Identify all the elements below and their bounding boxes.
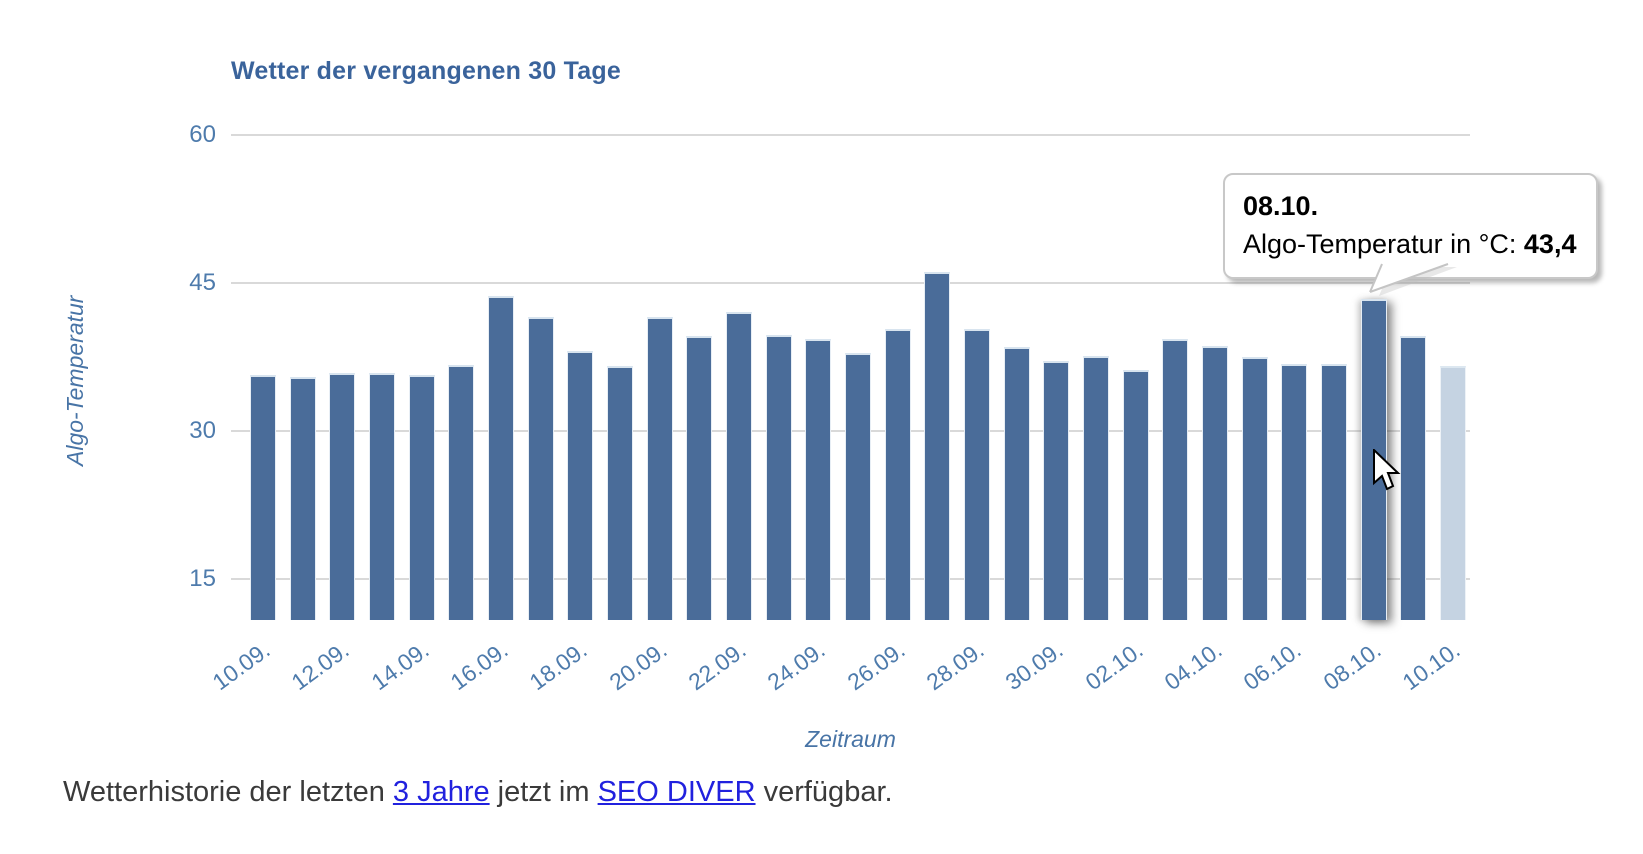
- x-tick-22.09.: 22.09.: [683, 636, 751, 696]
- bar-24.09.[interactable]: [805, 339, 832, 620]
- bar-29.09.[interactable]: [1003, 346, 1030, 620]
- x-axis-tick-labels: 10.09. 12.09. 14.09. 16.09. 18.09. 20.09. 22.0…: [208, 620, 1470, 710]
- link-seo-diver[interactable]: SEO DIVER: [597, 776, 756, 808]
- bar-03.10.[interactable]: [1162, 339, 1189, 620]
- tooltip-callout-arrow-icon: [1369, 263, 1457, 296]
- gridline-60: [231, 134, 1470, 136]
- x-tick-20.09.: 20.09.: [604, 636, 672, 696]
- bar-20.09.[interactable]: [646, 317, 673, 620]
- bar-18.09.[interactable]: [567, 350, 594, 620]
- x-tick-14.09.: 14.09.: [366, 636, 434, 696]
- bar-01.10.[interactable]: [1083, 355, 1110, 620]
- chart-plot-area: [231, 134, 1470, 620]
- x-tick-28.09.: 28.09.: [921, 636, 989, 696]
- bar-25.09.[interactable]: [845, 352, 872, 620]
- x-axis-title: Zeitraum: [805, 726, 896, 752]
- y-tick-30: 30: [189, 416, 216, 444]
- bar-12.09.[interactable]: [329, 372, 356, 620]
- bar-07.10.[interactable]: [1321, 363, 1348, 620]
- y-tick-15: 15: [189, 564, 216, 592]
- x-tick-16.09.: 16.09.: [445, 636, 513, 696]
- bar-11.09.[interactable]: [289, 376, 316, 620]
- y-tick-45: 45: [189, 268, 216, 296]
- bar-06.10.[interactable]: [1281, 363, 1308, 620]
- bar-30.09.[interactable]: [1043, 360, 1070, 620]
- x-tick-30.09.: 30.09.: [1001, 636, 1069, 696]
- footer-note: Wetterhistorie der letzten 3 Jahre jetzt…: [63, 776, 893, 809]
- x-tick-06.10.: 06.10.: [1239, 636, 1307, 696]
- mouse-cursor-icon: [1373, 449, 1401, 491]
- bar-02.10.[interactable]: [1122, 369, 1149, 620]
- tooltip-body: Algo-Temperatur in °C: 43,4: [1243, 225, 1576, 263]
- bar-05.10.[interactable]: [1241, 356, 1268, 620]
- footer-text-after: verfügbar.: [755, 776, 893, 808]
- bar-13.09.[interactable]: [369, 372, 395, 620]
- x-tick-10.09.: 10.09.: [207, 636, 275, 696]
- bar-26.09.[interactable]: [884, 329, 911, 620]
- tooltip-value: 43,4: [1523, 229, 1577, 259]
- x-tick-10.10.: 10.10.: [1397, 636, 1465, 696]
- bar-10.09.[interactable]: [250, 374, 276, 620]
- footer-text-before: Wetterhistorie der letzten: [63, 776, 393, 808]
- bar-27.09.[interactable]: [924, 272, 951, 620]
- gridline-45: [231, 281, 1470, 284]
- bar-21.09.[interactable]: [686, 336, 713, 620]
- y-tick-60: 60: [189, 121, 216, 148]
- bar-22.09.[interactable]: [726, 312, 753, 620]
- tooltip-date: 08.10.: [1243, 191, 1319, 221]
- x-tick-04.10.: 04.10.: [1159, 636, 1227, 696]
- x-tick-18.09.: 18.09.: [524, 636, 593, 696]
- x-tick-08.10.: 08.10.: [1318, 636, 1386, 696]
- bar-09.10.[interactable]: [1400, 336, 1427, 620]
- bar-17.09.[interactable]: [527, 317, 554, 620]
- chart-title: Wetter der vergangenen 30 Tage: [231, 57, 621, 85]
- bar-14.09.[interactable]: [408, 374, 435, 620]
- bar-15.09.[interactable]: [448, 364, 475, 620]
- x-tick-02.10.: 02.10.: [1080, 636, 1148, 696]
- bar-10.10.[interactable]: [1440, 365, 1467, 620]
- footer-text-middle: jetzt im: [489, 776, 598, 808]
- link-3-jahre[interactable]: 3 Jahre: [392, 776, 490, 808]
- y-axis-tick-labels: 15 30 45 60: [0, 121, 216, 620]
- bar-28.09.[interactable]: [964, 329, 991, 620]
- tooltip-label: Algo-Temperatur in °C:: [1243, 229, 1524, 259]
- bar-16.09.[interactable]: [488, 295, 515, 620]
- x-tick-12.09.: 12.09.: [286, 636, 354, 696]
- x-tick-24.09.: 24.09.: [763, 636, 831, 696]
- bar-19.09.[interactable]: [607, 365, 634, 620]
- bar-23.09.[interactable]: [765, 335, 792, 620]
- x-tick-26.09.: 26.09.: [842, 636, 910, 696]
- bar-04.10.[interactable]: [1202, 345, 1229, 620]
